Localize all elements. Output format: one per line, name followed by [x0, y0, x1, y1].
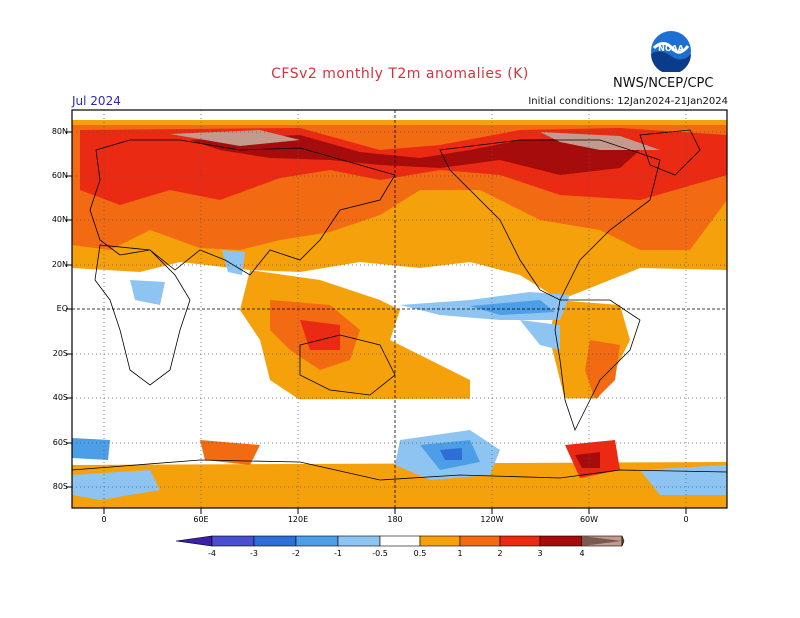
- lat-label: 80N: [51, 127, 68, 136]
- reference-lines: [72, 110, 727, 508]
- colorbar-label: 2: [497, 549, 503, 558]
- lon-label: 120E: [287, 515, 309, 524]
- lat-label: 40N: [51, 215, 68, 224]
- logo-text: NOAA: [658, 44, 684, 53]
- noaa-logo-icon: NOAA: [651, 31, 691, 72]
- coastlines: [72, 129, 727, 481]
- colorbar-label: 0.5: [413, 549, 427, 558]
- lat-label: 80S: [52, 482, 68, 491]
- colorbar-label: 4: [579, 549, 585, 558]
- forecast-period: Jul 2024: [72, 94, 121, 108]
- lon-label: 180: [387, 515, 403, 524]
- lat-label: 20N: [51, 260, 68, 269]
- chart-title: CFSv2 monthly T2m anomalies (K): [271, 66, 529, 82]
- lon-label: 60W: [579, 515, 599, 524]
- lat-label: 60S: [52, 438, 68, 447]
- organization-label: NWS/NCEP/CPC: [613, 76, 714, 91]
- colorbar: [175, 535, 625, 547]
- tick-marks: [66, 131, 687, 514]
- lon-label: 0: [683, 515, 689, 524]
- lat-label: 20S: [52, 349, 68, 358]
- colorbar-label: -0.5: [372, 549, 388, 558]
- lat-label: 60N: [51, 171, 68, 180]
- lat-label: 40S: [52, 393, 68, 402]
- colorbar-label: -2: [292, 549, 300, 558]
- colorbar-label: -3: [250, 549, 258, 558]
- colorbar-label: 3: [537, 549, 543, 558]
- colorbar-label: 1: [457, 549, 463, 558]
- lon-label: 0: [101, 515, 107, 524]
- colorbar-label: -1: [334, 549, 342, 558]
- colorbar-label: -4: [208, 549, 216, 558]
- lon-label: 60E: [193, 515, 209, 524]
- initial-conditions: Initial conditions: 12Jan2024-21Jan2024: [528, 96, 728, 107]
- lon-label: 120W: [480, 515, 504, 524]
- lat-label: EQ: [56, 304, 68, 313]
